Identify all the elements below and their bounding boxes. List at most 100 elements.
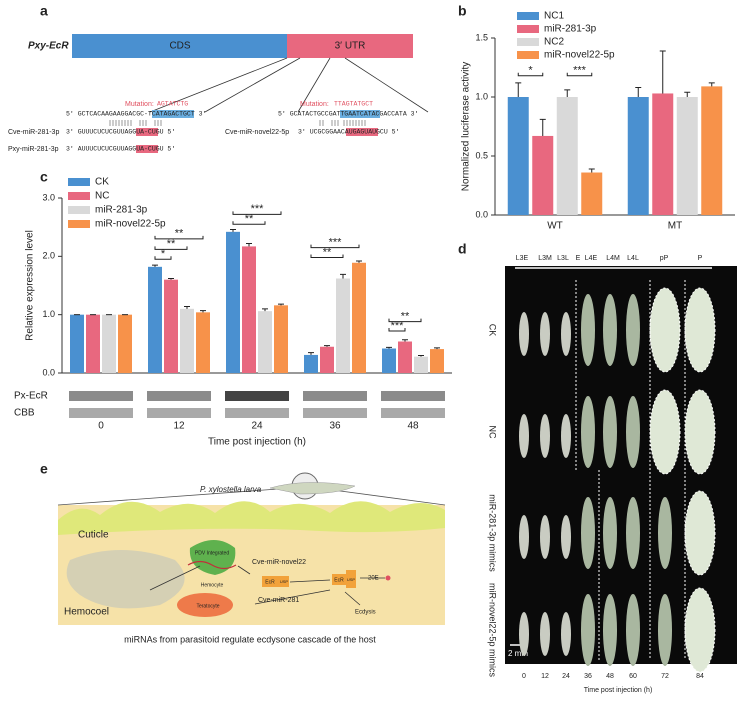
label: USP <box>347 577 356 582</box>
larva <box>603 497 617 569</box>
time-tick-label: 0 <box>522 673 526 680</box>
y-tick-label: 2.0 <box>42 251 55 261</box>
legend-label: NC1 <box>544 11 564 22</box>
time-tick-label: 84 <box>696 673 704 680</box>
x-tick-label: 0 <box>98 421 104 432</box>
y-axis-label: Relative expression level <box>25 230 36 341</box>
stage-label: L3L <box>557 255 569 262</box>
larva <box>540 312 550 356</box>
bar <box>676 97 698 215</box>
bar <box>304 354 318 373</box>
error-bar <box>152 264 158 267</box>
larva <box>603 396 617 468</box>
larva <box>581 294 595 366</box>
bar <box>102 314 116 373</box>
pupa <box>649 287 681 373</box>
significance: ** <box>323 246 332 258</box>
significance: *** <box>391 320 405 332</box>
legend-label: NC2 <box>544 37 564 48</box>
legend-swatch <box>517 12 539 20</box>
bar <box>180 308 194 373</box>
x-tick-label: 48 <box>407 421 419 432</box>
x-tick-label: 12 <box>173 421 185 432</box>
time-tick-label: 36 <box>584 673 592 680</box>
significance: * <box>161 248 166 260</box>
legend-label: miR-novel22-5p <box>95 219 166 230</box>
error-bar <box>262 308 268 312</box>
bar <box>556 97 578 215</box>
row-label: NC <box>488 426 498 439</box>
seed-highlight <box>136 145 158 153</box>
blot-band <box>69 391 133 401</box>
label: Hemocoel <box>64 607 109 618</box>
significance-bracket <box>517 72 544 77</box>
panel-label: a <box>40 3 48 19</box>
utr-bar <box>287 34 413 58</box>
label: PDV Integrated <box>195 550 229 556</box>
bar <box>430 349 444 373</box>
site-highlight <box>152 110 194 118</box>
pupa <box>684 287 716 373</box>
larva <box>626 594 640 666</box>
significance: *** <box>251 203 265 215</box>
time-tick-label: 24 <box>562 673 570 680</box>
blot-band <box>147 391 211 401</box>
label: P. xylostella larva <box>200 485 262 494</box>
larva <box>561 414 571 458</box>
significance: ** <box>245 213 254 225</box>
bar <box>652 93 674 215</box>
significance: ** <box>167 238 176 250</box>
bar <box>274 305 288 373</box>
significance: * <box>528 65 533 77</box>
seed-highlight <box>346 128 378 136</box>
error-bar <box>168 278 174 280</box>
legend-swatch <box>68 178 90 186</box>
error-bar <box>200 310 206 313</box>
bar <box>118 314 132 373</box>
label: EcR <box>334 577 344 583</box>
larva <box>581 497 595 569</box>
significance-bracket <box>154 256 172 260</box>
panel-label: c <box>40 169 48 185</box>
stage-label: L3E <box>516 255 529 262</box>
utr-label: 3′ UTR <box>335 41 366 52</box>
blot-band <box>69 408 133 418</box>
error-bar <box>588 168 595 173</box>
error-bar <box>230 229 236 232</box>
blot-band <box>225 408 289 418</box>
legend-label: CK <box>95 177 109 188</box>
label: 20E <box>368 576 379 582</box>
bar <box>336 278 350 373</box>
error-bar <box>356 260 362 263</box>
bar <box>507 97 529 215</box>
error-bar <box>564 89 571 97</box>
label: Teratocyte <box>196 603 219 609</box>
error-bar <box>659 50 666 94</box>
bar <box>382 348 396 373</box>
y-tick-label: 3.0 <box>42 192 55 202</box>
error-bar <box>434 347 440 350</box>
blot-band <box>303 408 367 418</box>
row-label: CK <box>488 324 498 337</box>
time-tick-label: 12 <box>541 673 549 680</box>
x-tick-label: 24 <box>251 421 263 432</box>
y-tick-label: 0.0 <box>475 209 488 219</box>
bar <box>164 279 178 373</box>
stage-label: L4L <box>627 255 639 262</box>
larva <box>658 497 672 569</box>
time-tick-label: 72 <box>661 673 669 680</box>
blot-label: Px-EcR <box>14 391 48 402</box>
bar <box>581 172 603 215</box>
larva <box>561 612 571 656</box>
mirna-name: Cve-miR-281-3p <box>8 129 59 136</box>
pairing <box>109 120 162 126</box>
bar <box>627 97 649 215</box>
panel-label: e <box>40 461 48 477</box>
larva <box>540 612 550 656</box>
blot-band <box>381 408 445 418</box>
blot-band <box>381 391 445 401</box>
bar <box>242 246 256 373</box>
larva <box>581 594 595 666</box>
bar <box>414 356 428 373</box>
larva <box>626 396 640 468</box>
